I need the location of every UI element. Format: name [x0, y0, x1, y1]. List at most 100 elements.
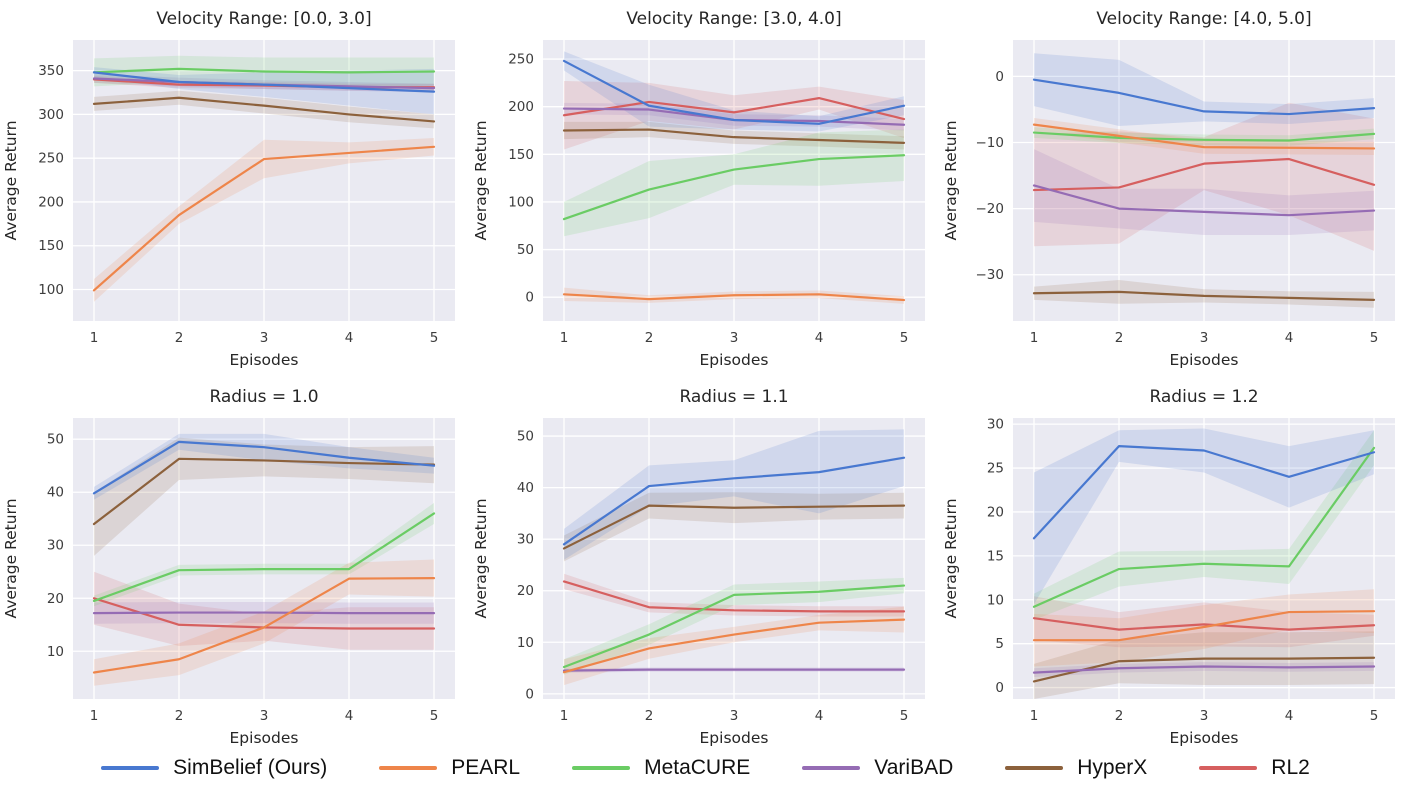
- chart-title: Velocity Range: [4.0, 5.0]: [1096, 9, 1312, 29]
- y-tick-label: 100: [38, 282, 64, 298]
- y-tick-label: −30: [976, 267, 1005, 283]
- line-chart-radius-1-0: 10 20 30 40 50 1 2 3 4 5 Episodes Average Return: [2, 418, 455, 746]
- confidence-band: [94, 571, 434, 650]
- legend-label: SimBelief (Ours): [173, 756, 328, 779]
- confidence-band: [564, 606, 904, 686]
- y-tick-label: 10: [987, 592, 1004, 608]
- series-line-rl2: [562, 580, 906, 613]
- chart-title: Velocity Range: [0.0, 3.0]: [156, 9, 372, 29]
- chart-row-velocity: Velocity Range: [0.0, 3.0] 100 150 200 250 3…: [0, 6, 1411, 368]
- y-axis-label: Average Return: [2, 498, 20, 618]
- legend-label: HyperX: [1077, 756, 1148, 779]
- x-tick-label: 3: [260, 708, 269, 724]
- legend-item-varibad: VariBAD: [802, 756, 953, 780]
- chart-radius-1-2: Radius = 1.2 0 5 10 15 20 25 30 1 2 3 4 5 Episodes Av…: [940, 384, 1411, 746]
- legend-item-pearl: PEARL: [379, 756, 520, 780]
- confidence-band: [1034, 662, 1374, 678]
- line-chart-radius-1-1: 0 10 20 30 40 50 1 2 3 4 5 Episodes Average Return: [472, 418, 925, 746]
- chart-velocity-3-4: Velocity Range: [3.0, 4.0] 0 50 100 150 200 2…: [470, 6, 940, 368]
- legend-line-swatch: [1005, 765, 1064, 771]
- x-tick-label: 1: [1030, 330, 1039, 346]
- y-tick-label: 0: [525, 686, 534, 702]
- x-tick-label: 3: [730, 708, 739, 724]
- x-tick-label: 2: [645, 330, 654, 346]
- x-tick-label: 1: [1030, 708, 1039, 724]
- y-tick-label: 300: [38, 107, 64, 123]
- y-axis-label: Average Return: [942, 498, 960, 618]
- x-axis-label: Episodes: [230, 351, 299, 368]
- confidence-band: [94, 559, 434, 686]
- legend: SimBelief (Ours) PEARL MetaCURE VariBAD Hype…: [0, 756, 1411, 780]
- x-tick-label: 2: [175, 330, 184, 346]
- confidence-band: [564, 129, 904, 237]
- y-tick-label: 350: [38, 63, 64, 79]
- confidence-band: [1034, 631, 1374, 699]
- confidence-band: [564, 577, 904, 675]
- confidence-band: [94, 502, 434, 607]
- line-chart-radius-1-2: 0 5 10 15 20 25 30 1 2 3 4 5 Episodes Average Return: [942, 417, 1395, 746]
- legend-item-rl2: RL2: [1199, 756, 1310, 780]
- confidence-band: [1034, 596, 1374, 648]
- x-tick-label: 4: [815, 330, 824, 346]
- x-tick-label: 2: [645, 708, 654, 724]
- x-tick-label: 3: [730, 330, 739, 346]
- legend-line-swatch: [572, 765, 631, 771]
- series-line-pearl: [1032, 123, 1376, 150]
- y-tick-label: 100: [508, 194, 534, 210]
- x-tick-label: 3: [1200, 708, 1209, 724]
- confidence-band: [94, 67, 434, 115]
- series-line-hyperx: [562, 504, 906, 550]
- chart-radius-1-1: Radius = 1.1 0 10 20 30 40 50 1 2 3 4 5 Episodes Ave…: [470, 384, 940, 746]
- y-tick-label: 20: [47, 591, 64, 607]
- x-axis-label: Episodes: [700, 729, 769, 746]
- y-axis-label: Average Return: [942, 120, 960, 240]
- confidence-band: [1034, 53, 1374, 126]
- x-tick-label: 5: [900, 330, 909, 346]
- confidence-band: [564, 51, 904, 132]
- legend-item-hyperx: HyperX: [1005, 756, 1147, 780]
- x-tick-label: 2: [1115, 708, 1124, 724]
- chart-title: Radius = 1.2: [1149, 387, 1259, 407]
- y-tick-label: 250: [38, 151, 64, 167]
- y-tick-label: 250: [508, 52, 534, 68]
- series-line-rl2: [1032, 617, 1376, 631]
- chart-row-radius: Radius = 1.0 10 20 30 40 50 1 2 3 4 5 Episodes Aver…: [0, 384, 1411, 746]
- y-tick-label: 5: [995, 636, 1004, 652]
- confidence-band: [1034, 280, 1374, 308]
- y-tick-label: 10: [517, 635, 534, 651]
- x-axis-label: Episodes: [1170, 351, 1239, 368]
- legend-line-swatch: [379, 765, 438, 771]
- series-line-simbelief-ours: [92, 440, 436, 495]
- legend-item-metacure: MetaCURE: [572, 756, 750, 780]
- legend-label: RL2: [1271, 756, 1310, 779]
- y-tick-label: 150: [508, 147, 534, 163]
- line-chart-velocity-3-4: 0 50 100 150 200 250 1 2 3 4 5 Episodes Average Retu…: [472, 40, 925, 368]
- y-axis-label: Average Return: [472, 498, 490, 618]
- series-line-metacure: [562, 154, 906, 221]
- x-tick-label: 1: [560, 708, 569, 724]
- x-tick-label: 4: [1285, 708, 1294, 724]
- chart-radius-1-0: Radius = 1.0 10 20 30 40 50 1 2 3 4 5 Episodes Aver…: [0, 384, 470, 746]
- y-tick-label: 50: [517, 242, 534, 258]
- series-line-simbelief-ours: [562, 456, 906, 546]
- y-tick-label: 40: [517, 480, 534, 496]
- chart-title: Radius = 1.0: [209, 387, 319, 407]
- legend-line-swatch: [802, 765, 861, 771]
- x-tick-label: 5: [900, 708, 909, 724]
- x-tick-label: 5: [1370, 330, 1379, 346]
- y-axis-label: Average Return: [472, 120, 490, 240]
- confidence-band: [94, 433, 434, 500]
- y-tick-label: 50: [517, 429, 534, 445]
- confidence-band: [94, 437, 434, 556]
- series-line-simbelief-ours: [562, 59, 906, 125]
- legend-label: MetaCURE: [644, 756, 751, 779]
- series-line-hyperx: [92, 96, 436, 123]
- legend-line-swatch: [1199, 765, 1258, 771]
- series-line-varibad: [1032, 184, 1376, 217]
- series-line-simbelief-ours: [1032, 78, 1376, 116]
- series-line-hyperx: [562, 128, 906, 144]
- y-tick-label: 40: [47, 485, 64, 501]
- y-tick-label: 20: [987, 504, 1004, 520]
- series-line-pearl: [92, 145, 436, 292]
- series-line-simbelief-ours: [1032, 444, 1376, 540]
